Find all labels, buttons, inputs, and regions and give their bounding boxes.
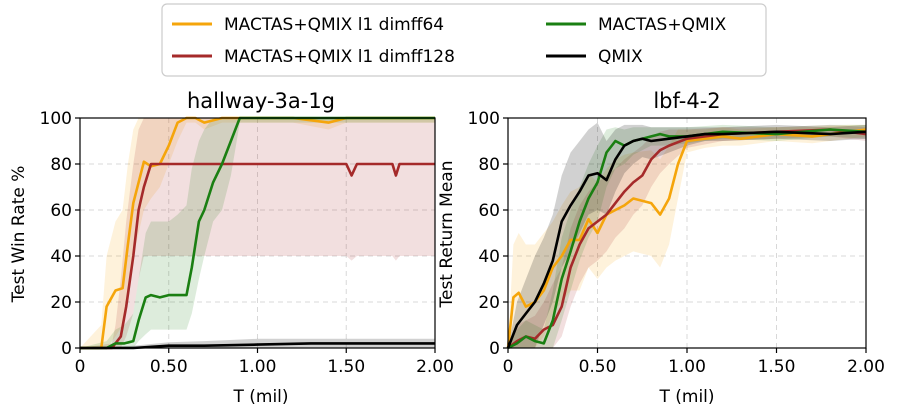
y-tick-label: 20 xyxy=(478,293,500,313)
y-axis-label: Test Win Rate % xyxy=(9,166,29,304)
x-tick-label: 1.00 xyxy=(668,357,706,377)
x-tick-label: 0.50 xyxy=(579,357,617,377)
series-line-1 xyxy=(80,162,435,350)
legend-label-2: MACTAS+QMIX xyxy=(598,15,727,35)
x-tick-label: 2.00 xyxy=(416,357,454,377)
y-tick-label: 40 xyxy=(478,247,500,267)
legend-label-1: MACTAS+QMIX l1 dimff128 xyxy=(224,47,455,67)
x-axis-label: T (mil) xyxy=(658,387,714,407)
x-tick-label: 1.50 xyxy=(758,357,796,377)
chart-title: lbf-4-2 xyxy=(653,89,720,113)
legend: MACTAS+QMIX l1 dimff64 MACTAS+QMIX l1 di… xyxy=(161,3,767,77)
legend-frame xyxy=(161,3,767,77)
confidence-band-series-1 xyxy=(80,118,435,348)
y-tick-label: 60 xyxy=(50,201,72,221)
chart-title: hallway-3a-1g xyxy=(187,89,335,113)
x-axis-label: T (mil) xyxy=(232,387,288,407)
x-tick-label: 0 xyxy=(75,357,86,377)
x-tick-label: 0.50 xyxy=(150,357,188,377)
series-line-3 xyxy=(506,130,867,349)
y-axis-label: Test Return Mean xyxy=(437,160,457,308)
confidence-band-series-0 xyxy=(80,118,435,348)
y-tick-label: 80 xyxy=(50,155,72,175)
series-line-2 xyxy=(80,116,435,350)
y-tick-label: 20 xyxy=(50,293,72,313)
chart-lbf: lbf-4-2 T (mil) Test Return Mean 0 0.50 1.… xyxy=(437,89,885,407)
x-tick-label: 0 xyxy=(503,357,514,377)
y-tick-label: 100 xyxy=(40,109,72,129)
series-line-0 xyxy=(506,128,867,349)
y-tick-label: 80 xyxy=(478,155,500,175)
confidence-band-series-2 xyxy=(80,118,435,348)
y-tick-label: 0 xyxy=(489,339,500,359)
y-tick-label: 60 xyxy=(478,201,500,221)
y-tick-label: 0 xyxy=(61,339,72,359)
y-tick-label: 40 xyxy=(50,247,72,267)
x-tick-label: 1.50 xyxy=(327,357,365,377)
x-tick-label: 2.00 xyxy=(847,357,885,377)
series-line-1 xyxy=(507,128,867,350)
confidence-band-series-0 xyxy=(508,124,866,349)
y-tick-label: 100 xyxy=(468,109,500,129)
confidence-band-series-1 xyxy=(508,124,866,349)
legend-label-0: MACTAS+QMIX l1 dimff64 xyxy=(224,15,444,35)
x-tick-label: 1.00 xyxy=(239,357,277,377)
legend-label-3: QMIX xyxy=(598,47,643,67)
